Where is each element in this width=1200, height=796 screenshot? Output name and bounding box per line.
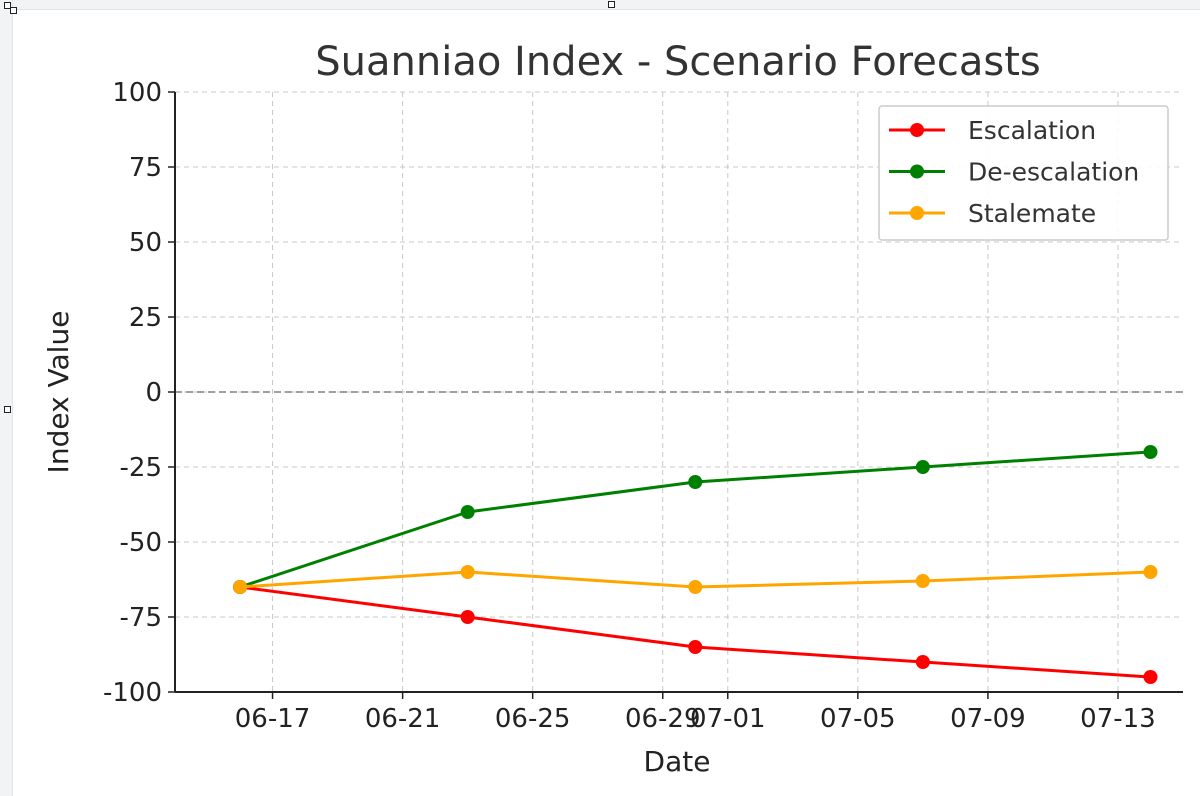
resize-handle-top-left[interactable] <box>4 2 11 9</box>
series-line-de-escalation <box>239 450 1151 589</box>
data-point-de-escalation <box>688 475 703 489</box>
x-axis-label: Date <box>644 745 711 778</box>
y-tick-label: -25 <box>120 453 162 483</box>
data-point-de-escalation <box>460 505 475 519</box>
legend-label-stalemate: Stalemate <box>968 199 1096 228</box>
legend-marker-escalation <box>910 123 924 137</box>
data-point-de-escalation <box>1143 445 1158 459</box>
resize-handle-top-left-inner[interactable] <box>10 7 17 14</box>
legend-marker-stalemate <box>910 206 924 220</box>
y-tick-label: 25 <box>129 303 162 333</box>
data-point-stalemate <box>915 574 930 588</box>
chart-title: Suanniao Index - Scenario Forecasts <box>315 39 1040 85</box>
data-point-escalation <box>915 655 930 669</box>
left-ruler-strip <box>0 0 13 796</box>
y-tick-label: -50 <box>120 528 162 558</box>
y-axis-label: Index Value <box>42 311 75 474</box>
x-tick-label: 07-09 <box>950 704 1026 734</box>
data-point-escalation <box>688 640 703 654</box>
x-tick-label: 07-05 <box>820 704 896 734</box>
legend-label-escalation: Escalation <box>968 116 1096 145</box>
data-point-de-escalation <box>915 460 930 474</box>
y-tick-label: 0 <box>145 378 162 408</box>
data-point-stalemate <box>1143 565 1158 579</box>
y-tick-label: 50 <box>129 228 162 258</box>
x-tick-label: 07-01 <box>690 704 766 734</box>
x-tick-label: 07-13 <box>1080 704 1156 734</box>
y-tick-label: 100 <box>112 78 162 108</box>
data-point-stalemate <box>233 580 248 594</box>
series-line-escalation <box>239 585 1151 679</box>
data-point-stalemate <box>460 565 475 579</box>
legend-marker-de-escalation <box>910 164 924 179</box>
y-tick-label: -100 <box>103 678 162 708</box>
data-point-escalation <box>1143 670 1158 684</box>
axes <box>168 91 1183 699</box>
x-tick-label: 06-29 <box>625 704 701 734</box>
series-lines <box>233 445 1158 684</box>
data-point-stalemate <box>688 580 703 594</box>
resize-handle-top[interactable] <box>608 1 615 8</box>
legend: Escalation De-escalation Stalemate <box>878 105 1169 241</box>
legend-label-de-escalation: De-escalation <box>968 158 1139 187</box>
top-toolbar-strip <box>0 0 1200 10</box>
x-tick-label: 06-17 <box>235 704 311 734</box>
data-point-escalation <box>460 610 475 624</box>
legend-box <box>878 105 1169 241</box>
x-tick-label: 06-25 <box>495 704 571 734</box>
resize-handle-left[interactable] <box>4 406 11 413</box>
x-tick-label: 06-21 <box>365 704 441 734</box>
y-tick-label: -75 <box>120 603 162 633</box>
y-tick-labels: 100 75 50 25 0 -25 -50 -75 -100 <box>103 78 162 708</box>
y-tick-label: 75 <box>129 153 162 183</box>
